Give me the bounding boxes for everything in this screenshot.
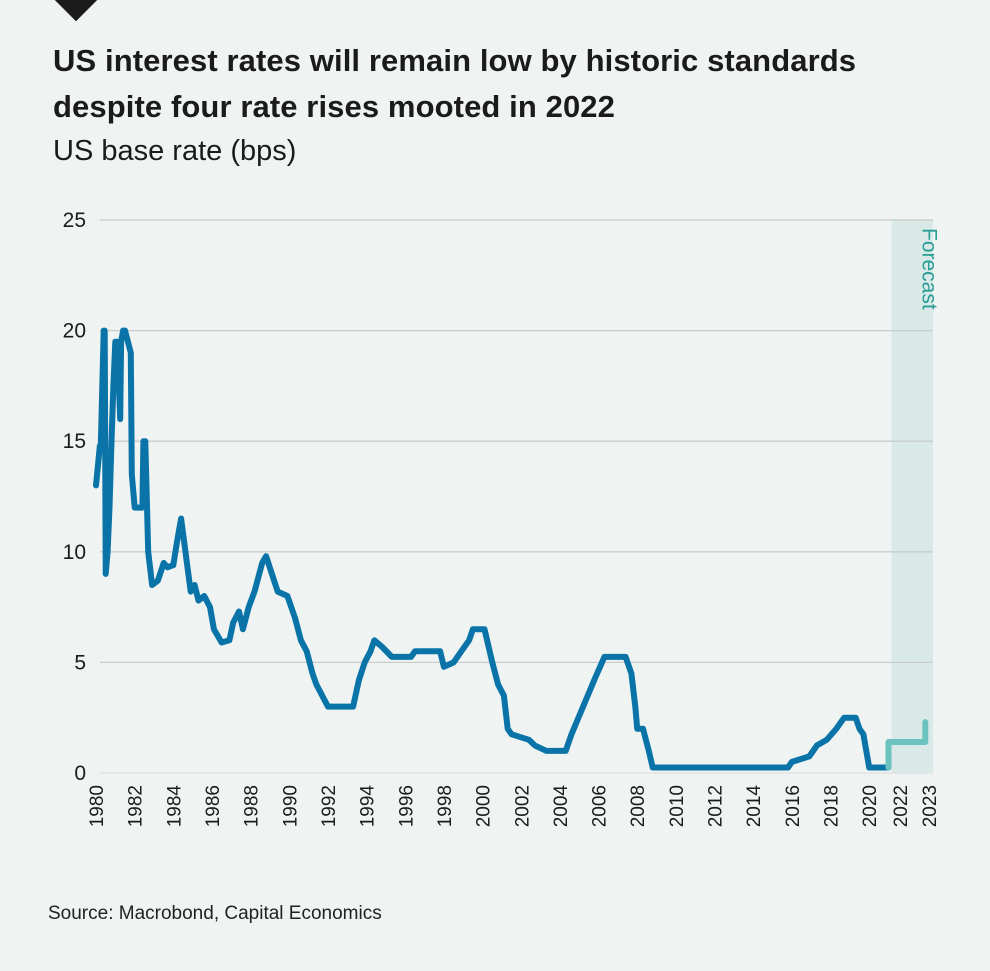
chart-subtitle: US base rate (bps) (53, 135, 297, 167)
x-tick-label: 1986 (203, 785, 224, 827)
y-tick-label: 15 (63, 430, 86, 453)
x-tick-label: 2020 (860, 785, 881, 827)
x-tick-label: 2008 (628, 785, 649, 827)
source-note: Source: Macrobond, Capital Economics (48, 903, 382, 924)
x-tick-label: 2016 (783, 785, 804, 827)
series-line-us-base-rate (93, 327, 892, 771)
y-tick-label: 0 (74, 762, 86, 785)
x-tick-label: 1984 (164, 785, 185, 828)
series-line-forecast (885, 719, 929, 771)
chart-title: US interest rates will remain low by his… (53, 43, 857, 124)
x-tick-label: 2010 (667, 785, 688, 827)
forecast-label: Forecast (917, 228, 940, 310)
y-tick-label: 5 (74, 651, 86, 674)
x-tick-label: 1988 (242, 785, 263, 827)
x-tick-label: 1996 (396, 785, 417, 827)
x-tick-label: 1990 (280, 785, 301, 827)
y-axis-ticks: 0 5 10 15 20 25 (63, 209, 86, 785)
gridlines (100, 219, 933, 774)
x-tick-label: 1998 (435, 785, 456, 827)
x-tick-label: 2004 (551, 785, 572, 828)
x-tick-label: 2012 (706, 785, 727, 827)
x-tick-label: 2022 (891, 785, 912, 827)
x-tick-label: 2000 (474, 785, 495, 827)
x-tick-label: 1992 (319, 785, 340, 827)
x-tick-label: 1982 (126, 785, 147, 827)
x-tick-label: 2002 (512, 785, 533, 827)
x-tick-label: 2014 (744, 785, 765, 828)
x-tick-label: 2006 (590, 785, 611, 827)
x-tick-label: 2018 (822, 785, 843, 827)
x-tick-label: 2023 (920, 785, 941, 827)
x-tick-label: 1980 (87, 785, 108, 827)
x-tick-label: 1994 (358, 785, 379, 828)
y-tick-label: 25 (63, 209, 86, 232)
x-axis-ticks: 1980 1982 1984 1986 1988 1990 1992 1994 1996 1998… (87, 785, 941, 828)
y-tick-label: 10 (63, 541, 86, 564)
forecast-band (891, 220, 933, 773)
y-tick-label: 20 (63, 320, 86, 343)
